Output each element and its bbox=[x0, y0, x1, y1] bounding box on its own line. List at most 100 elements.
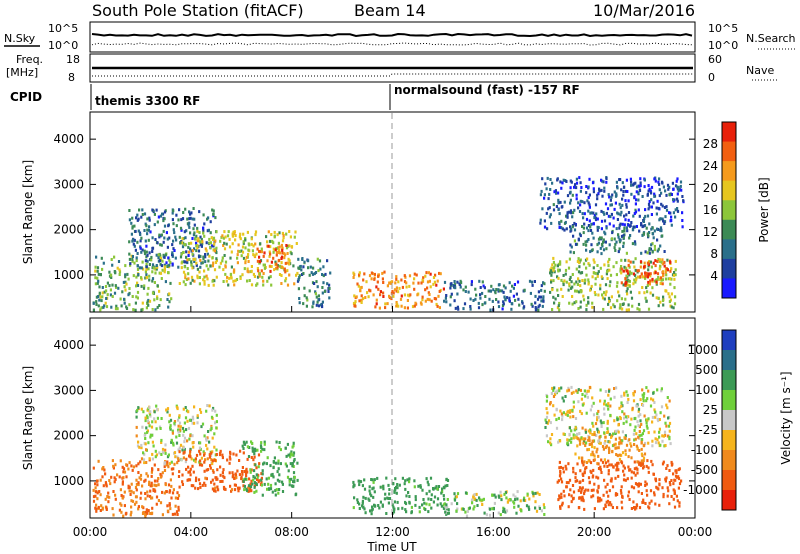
data-cell bbox=[457, 307, 460, 311]
data-cell bbox=[293, 282, 296, 286]
data-cell bbox=[373, 478, 376, 482]
data-cell bbox=[620, 297, 623, 301]
data-cell bbox=[649, 272, 652, 276]
data-cell bbox=[103, 304, 106, 308]
data-cell bbox=[101, 286, 104, 289]
data-cell bbox=[179, 425, 182, 429]
data-cell bbox=[651, 444, 654, 448]
data-cell bbox=[260, 472, 263, 476]
data-cell bbox=[604, 202, 608, 206]
data-cell bbox=[256, 247, 259, 251]
data-cell bbox=[396, 500, 399, 504]
data-cell bbox=[395, 277, 398, 281]
data-cell bbox=[655, 278, 658, 282]
data-cell bbox=[601, 296, 605, 300]
data-cell bbox=[658, 277, 661, 281]
data-cell bbox=[628, 224, 632, 228]
data-cell bbox=[249, 482, 252, 486]
data-cell bbox=[672, 306, 675, 310]
data-cell bbox=[182, 250, 185, 254]
data-cell bbox=[148, 424, 151, 428]
data-cell bbox=[661, 258, 664, 262]
data-cell bbox=[597, 499, 600, 503]
data-cell bbox=[644, 480, 647, 484]
data-cell bbox=[195, 261, 198, 265]
data-cell bbox=[206, 277, 209, 281]
data-cell bbox=[489, 289, 492, 293]
data-cell bbox=[274, 461, 278, 465]
data-cell bbox=[668, 421, 672, 425]
data-cell bbox=[586, 257, 589, 261]
data-cell bbox=[625, 274, 628, 278]
data-cell bbox=[624, 437, 627, 440]
data-cell bbox=[628, 270, 631, 274]
data-cell bbox=[600, 498, 603, 502]
data-cell bbox=[370, 478, 373, 481]
colorbar-tick-label: -25 bbox=[698, 423, 718, 437]
data-cell bbox=[578, 432, 581, 435]
data-cell bbox=[446, 511, 449, 515]
data-cell bbox=[557, 304, 560, 308]
data-cell bbox=[228, 245, 232, 249]
data-cell bbox=[418, 505, 421, 509]
data-cell bbox=[137, 483, 140, 487]
data-cell bbox=[356, 498, 359, 502]
data-cell bbox=[404, 487, 407, 491]
data-cell bbox=[136, 444, 140, 448]
data-cell bbox=[182, 270, 186, 274]
data-cell bbox=[156, 295, 159, 299]
data-cell bbox=[656, 238, 659, 242]
data-cell bbox=[261, 472, 264, 476]
data-cell bbox=[97, 272, 100, 276]
data-cell bbox=[603, 402, 606, 406]
data-cell bbox=[266, 487, 269, 491]
data-cell bbox=[250, 237, 253, 241]
data-cell bbox=[526, 492, 529, 496]
data-cell bbox=[231, 471, 234, 475]
data-cell bbox=[124, 288, 127, 292]
data-cell bbox=[168, 503, 171, 507]
data-cell bbox=[607, 260, 610, 264]
data-cell bbox=[102, 484, 105, 488]
data-cell bbox=[488, 507, 492, 511]
data-cell bbox=[559, 471, 562, 475]
data-cell bbox=[132, 274, 135, 278]
data-cell bbox=[553, 270, 556, 274]
data-cell bbox=[144, 478, 147, 482]
data-cell bbox=[156, 416, 159, 420]
data-cell bbox=[631, 304, 634, 308]
data-cell bbox=[158, 289, 161, 293]
data-cell bbox=[241, 466, 244, 469]
data-cell bbox=[602, 240, 605, 244]
data-cell bbox=[417, 484, 420, 488]
data-cell bbox=[249, 468, 252, 472]
data-cell bbox=[614, 437, 617, 441]
data-cell bbox=[255, 466, 258, 470]
data-cell bbox=[672, 198, 675, 202]
data-cell bbox=[544, 182, 547, 186]
data-cell bbox=[145, 273, 148, 277]
data-cell bbox=[463, 302, 467, 306]
data-cell bbox=[658, 503, 661, 507]
data-cell bbox=[406, 299, 409, 302]
colorbar-swatch bbox=[722, 258, 736, 279]
data-cell bbox=[609, 479, 612, 483]
data-cell bbox=[650, 459, 653, 463]
data-cell bbox=[619, 269, 622, 273]
data-cell bbox=[498, 283, 501, 287]
data-cell bbox=[584, 240, 587, 244]
data-cell bbox=[260, 478, 263, 482]
data-cell bbox=[137, 481, 140, 485]
data-cell bbox=[654, 502, 657, 506]
data-cell bbox=[142, 451, 145, 455]
data-cell bbox=[582, 242, 585, 246]
data-cell bbox=[616, 464, 619, 468]
data-cell bbox=[246, 457, 249, 461]
data-cell bbox=[381, 277, 384, 281]
data-cell bbox=[98, 285, 101, 289]
data-cell bbox=[639, 181, 642, 185]
data-cell bbox=[658, 218, 661, 222]
data-cell bbox=[174, 455, 177, 459]
data-cell bbox=[667, 187, 670, 191]
data-cell bbox=[626, 229, 629, 233]
